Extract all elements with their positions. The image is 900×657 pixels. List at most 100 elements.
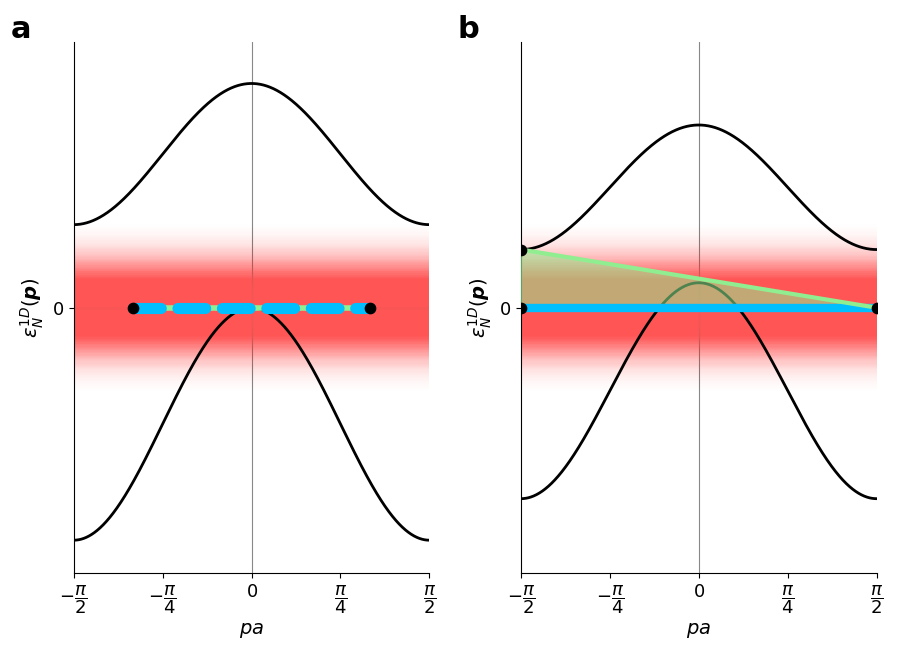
Bar <box>521 254 877 361</box>
Bar <box>74 246 429 369</box>
Bar <box>74 287 429 328</box>
Bar <box>521 253 877 363</box>
Bar <box>521 259 877 357</box>
Bar <box>521 239 877 376</box>
Bar <box>74 239 429 376</box>
Bar <box>521 279 877 336</box>
Bar <box>521 290 877 325</box>
Bar <box>74 290 429 326</box>
Bar <box>74 276 429 340</box>
Bar <box>521 306 877 310</box>
Bar <box>521 287 877 328</box>
Bar <box>521 270 877 346</box>
Bar <box>521 301 877 315</box>
Bar <box>74 294 429 321</box>
Bar <box>74 279 429 336</box>
Bar <box>521 286 877 329</box>
Bar <box>521 262 877 353</box>
Bar <box>74 259 429 357</box>
Bar <box>521 247 877 368</box>
Bar <box>521 281 877 334</box>
Bar <box>521 252 877 363</box>
Bar <box>74 255 429 360</box>
Bar <box>74 263 429 352</box>
Bar <box>74 253 429 363</box>
Bar <box>74 237 429 378</box>
Bar <box>74 293 429 323</box>
Bar <box>521 222 877 394</box>
Bar <box>521 302 877 313</box>
Bar <box>74 224 429 391</box>
Bar <box>74 300 429 315</box>
Bar <box>521 221 877 394</box>
Bar <box>74 290 429 325</box>
Bar <box>74 225 429 390</box>
Bar <box>74 247 429 368</box>
Bar <box>521 288 877 327</box>
Bar <box>74 245 429 371</box>
Bar <box>521 278 877 338</box>
Bar <box>74 233 429 382</box>
Bar <box>74 278 429 338</box>
Bar <box>74 292 429 324</box>
Bar <box>74 267 429 349</box>
Bar <box>74 235 429 381</box>
Bar <box>521 264 877 351</box>
Bar <box>74 217 429 398</box>
Bar <box>74 261 429 355</box>
Bar <box>74 296 429 319</box>
Bar <box>521 227 877 389</box>
Bar <box>74 252 429 363</box>
Bar <box>74 248 429 367</box>
Bar <box>521 233 877 382</box>
Bar <box>521 273 877 342</box>
Bar <box>521 248 877 367</box>
Bar <box>74 288 429 327</box>
Bar <box>521 233 877 383</box>
Bar <box>74 301 429 315</box>
Text: $\mathbf{a}$: $\mathbf{a}$ <box>10 15 30 45</box>
Bar <box>74 256 429 359</box>
Bar <box>74 272 429 343</box>
Bar <box>74 250 429 366</box>
Bar <box>74 260 429 355</box>
Bar <box>521 272 877 343</box>
Bar <box>521 223 877 392</box>
Bar <box>521 267 877 349</box>
Bar <box>521 277 877 338</box>
Bar <box>521 285 877 330</box>
Point <box>363 302 377 313</box>
Bar <box>521 276 877 340</box>
Bar <box>521 300 877 315</box>
Point <box>514 244 528 255</box>
Bar <box>74 229 429 386</box>
Bar <box>521 230 877 385</box>
Bar <box>521 258 877 358</box>
Bar <box>521 237 877 378</box>
Bar <box>74 286 429 329</box>
Bar <box>74 236 429 380</box>
Bar <box>74 284 429 332</box>
Bar <box>521 238 877 377</box>
Bar <box>521 294 877 321</box>
Bar <box>74 221 429 394</box>
Y-axis label: $\varepsilon_N^{1D}(\boldsymbol{p})$: $\varepsilon_N^{1D}(\boldsymbol{p})$ <box>466 277 493 338</box>
Bar <box>521 261 877 355</box>
Bar <box>74 283 429 333</box>
Bar <box>74 281 429 334</box>
Bar <box>74 258 429 358</box>
Bar <box>521 303 877 312</box>
Bar <box>74 304 429 311</box>
Text: $\mathbf{b}$: $\mathbf{b}$ <box>457 15 480 45</box>
Bar <box>521 284 877 332</box>
Bar <box>74 307 429 309</box>
Bar <box>74 262 429 353</box>
Bar <box>74 271 429 344</box>
Bar <box>521 244 877 372</box>
Bar <box>521 220 877 396</box>
Bar <box>74 242 429 373</box>
Bar <box>521 240 877 375</box>
Bar <box>521 293 877 323</box>
Bar <box>521 267 877 348</box>
Bar <box>521 246 877 369</box>
